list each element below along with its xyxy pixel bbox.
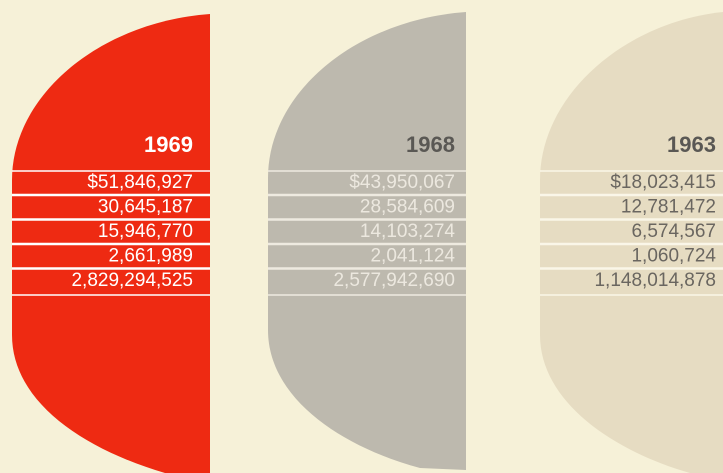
figure-value: 1,060,724 bbox=[631, 246, 716, 267]
figure-value: 2,829,294,525 bbox=[71, 270, 193, 291]
figure-value: 30,645,187 bbox=[98, 197, 193, 218]
figure-value: 1,148,014,878 bbox=[594, 270, 716, 291]
figure-value: 2,577,942,690 bbox=[333, 270, 455, 291]
figure-value: 15,946,770 bbox=[98, 221, 193, 242]
figure-value: 28,584,609 bbox=[360, 197, 455, 218]
shape-1963 bbox=[540, 12, 723, 473]
figure-value: 6,574,567 bbox=[631, 221, 716, 242]
figure-value: 2,661,989 bbox=[108, 246, 193, 267]
shape-1968 bbox=[268, 12, 466, 470]
figure-value: $43,950,067 bbox=[349, 172, 455, 193]
figure-value: $18,023,415 bbox=[610, 172, 716, 193]
columns: 1969 $51,846,927 30,645,187 15,946,770 2,661… bbox=[12, 132, 723, 296]
year: 1963 bbox=[667, 132, 716, 157]
figure-value: 14,103,274 bbox=[360, 221, 456, 242]
figure-value: 12,781,472 bbox=[621, 197, 716, 218]
year: 1969 bbox=[144, 132, 193, 157]
figure-value: 2,041,124 bbox=[370, 246, 455, 267]
year: 1968 bbox=[406, 132, 455, 157]
figure-value: $51,846,927 bbox=[87, 172, 193, 193]
